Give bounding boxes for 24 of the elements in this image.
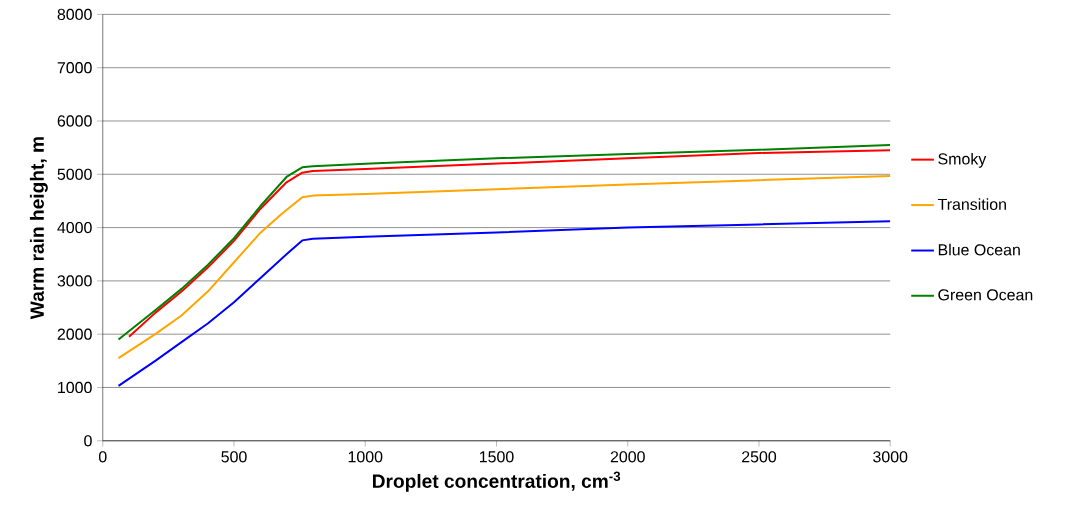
x-tick-label: 2000 [610, 451, 645, 463]
line-series [117, 174, 891, 360]
x-tick-label: 1500 [479, 451, 514, 463]
y-tick-label: 6000 [57, 115, 92, 127]
y-tick-label: 0 [84, 435, 92, 447]
legend-label: Transition [937, 198, 1006, 211]
legend-label: Smoky [938, 152, 987, 168]
y-tick-label: 7000 [57, 62, 92, 74]
x-tick-label: 2500 [742, 451, 777, 463]
legend-label: Blue Ocean [938, 243, 1020, 256]
y-axis-title: Warm rain height, m [29, 137, 48, 320]
x-tick-label: 0 [98, 451, 107, 463]
x-tick-label: 1000 [348, 451, 383, 463]
x-tick-label: 3000 [873, 451, 908, 463]
y-tick-label: 8000 [57, 8, 92, 21]
x-axis-title: Droplet concentration, cm$^{-3}$ [372, 471, 621, 492]
y-tick-label: 1000 [58, 381, 92, 394]
legend-label: Green Ocean [938, 289, 1033, 301]
line-series [117, 220, 891, 387]
x-tick-label: 500 [221, 451, 247, 463]
y-tick-label: 5000 [57, 168, 92, 181]
y-tick-label: 4000 [57, 222, 92, 234]
y-tick-label: 2000 [57, 328, 92, 340]
y-tick-label: 3000 [57, 275, 92, 287]
